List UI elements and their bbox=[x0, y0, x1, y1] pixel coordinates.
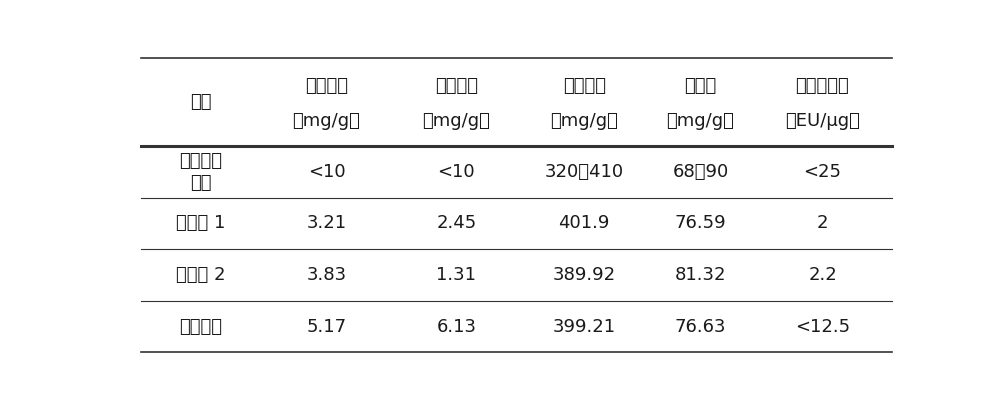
Text: 实施例 2: 实施例 2 bbox=[176, 266, 225, 284]
Text: 81.32: 81.32 bbox=[675, 266, 726, 284]
Text: 399.21: 399.21 bbox=[553, 318, 616, 336]
Text: 2.2: 2.2 bbox=[808, 266, 837, 284]
Text: <12.5: <12.5 bbox=[795, 318, 850, 336]
Text: （mg/g）: （mg/g） bbox=[293, 112, 360, 130]
Text: （mg/g）: （mg/g） bbox=[550, 112, 618, 130]
Text: <25: <25 bbox=[804, 163, 842, 181]
Text: 5.17: 5.17 bbox=[306, 318, 347, 336]
Text: （mg/g）: （mg/g） bbox=[422, 112, 490, 130]
Text: 国家药典: 国家药典 bbox=[179, 152, 222, 170]
Text: 76.63: 76.63 bbox=[675, 318, 726, 336]
Text: 76.59: 76.59 bbox=[675, 214, 726, 233]
Text: 2.45: 2.45 bbox=[436, 214, 476, 233]
Text: 磷含量: 磷含量 bbox=[684, 77, 717, 95]
Text: 320～410: 320～410 bbox=[545, 163, 624, 181]
Text: <10: <10 bbox=[438, 163, 475, 181]
Text: 389.92: 389.92 bbox=[553, 266, 616, 284]
Text: （mg/g）: （mg/g） bbox=[666, 112, 734, 130]
Text: <10: <10 bbox=[308, 163, 345, 181]
Text: 68～90: 68～90 bbox=[672, 163, 729, 181]
Text: 3.83: 3.83 bbox=[306, 266, 347, 284]
Text: 1.31: 1.31 bbox=[436, 266, 476, 284]
Text: 401.9: 401.9 bbox=[558, 214, 610, 233]
Text: 核酸含量: 核酸含量 bbox=[435, 77, 478, 95]
Text: 项目: 项目 bbox=[190, 93, 211, 111]
Text: 蛋白含量: 蛋白含量 bbox=[305, 77, 348, 95]
Text: 内毒素含量: 内毒素含量 bbox=[796, 77, 849, 95]
Text: 现有专利: 现有专利 bbox=[179, 318, 222, 336]
Text: 标准: 标准 bbox=[190, 174, 211, 192]
Text: 核糖含量: 核糖含量 bbox=[563, 77, 606, 95]
Text: 3.21: 3.21 bbox=[306, 214, 347, 233]
Text: 实施例 1: 实施例 1 bbox=[176, 214, 225, 233]
Text: （EU/μg）: （EU/μg） bbox=[785, 112, 860, 130]
Text: 2: 2 bbox=[817, 214, 828, 233]
Text: 6.13: 6.13 bbox=[436, 318, 476, 336]
